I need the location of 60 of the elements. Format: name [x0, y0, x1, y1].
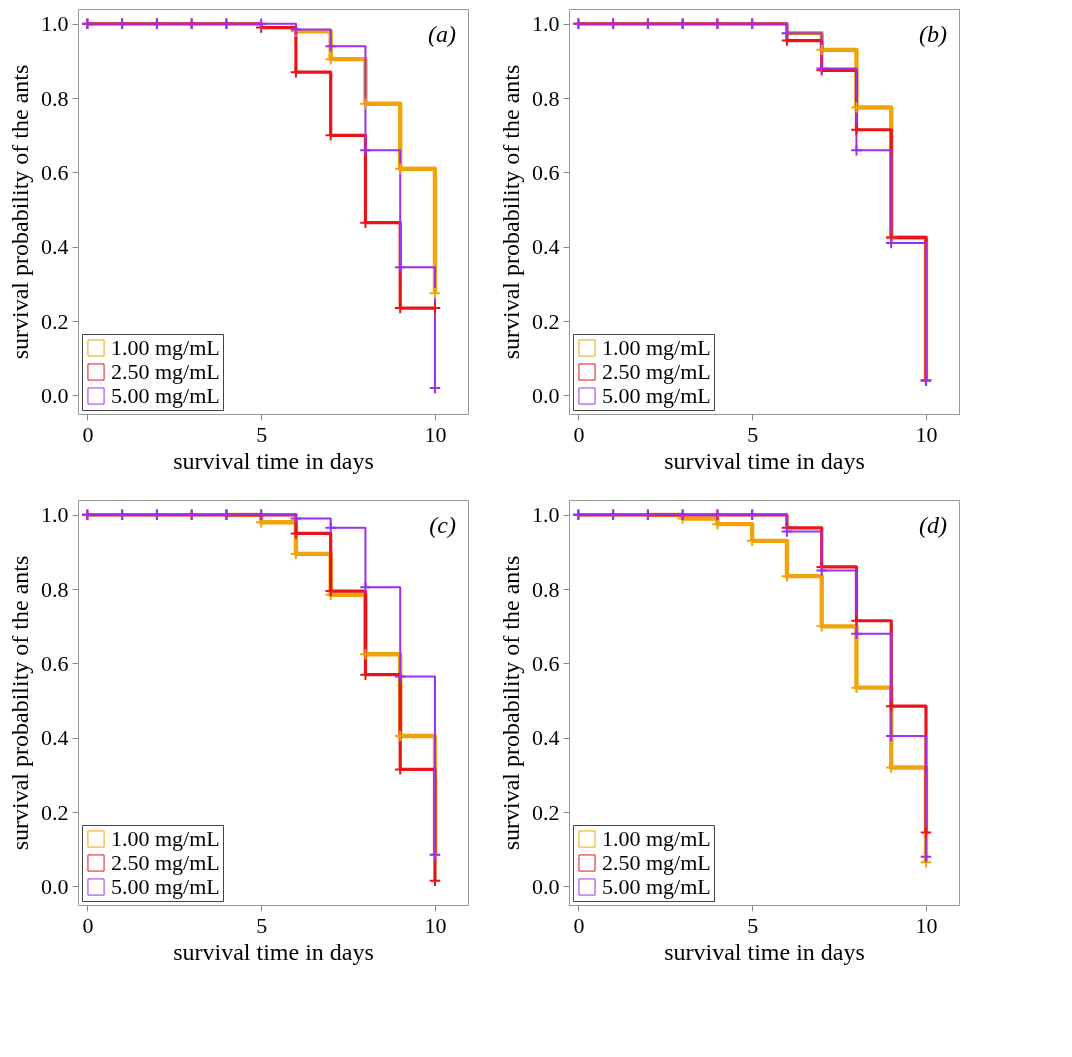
- legend-label: 5.00 mg/mL: [602, 383, 711, 408]
- y-tick-label: 0.0: [41, 382, 69, 408]
- y-tick-label: 0.0: [532, 873, 560, 899]
- y-tick-label: 0.6: [532, 650, 560, 676]
- y-tick-label: 0.2: [41, 799, 69, 825]
- y-tick-label: 0.4: [41, 234, 69, 260]
- annotation: (a): [428, 21, 457, 47]
- y-tick-label: 1.0: [41, 502, 69, 528]
- y-tick-label: 0.4: [532, 725, 560, 751]
- x-tick-label: 0: [82, 421, 94, 447]
- annotation: (c): [429, 512, 456, 538]
- y-axis-title: survival probability of the ants: [498, 555, 524, 851]
- x-tick-label: 5: [256, 912, 268, 938]
- y-tick-label: 0.8: [532, 85, 560, 111]
- legend-label: 2.50 mg/mL: [111, 850, 220, 875]
- legend-label: 1.00 mg/mL: [602, 335, 711, 360]
- legend-label: 5.00 mg/mL: [111, 383, 220, 408]
- y-tick-label: 0.0: [532, 382, 560, 408]
- y-tick-label: 0.4: [532, 234, 560, 260]
- x-tick-label: 5: [256, 421, 268, 447]
- x-axis-title: survival time in days: [664, 447, 865, 474]
- y-axis-title: survival probability of the ants: [7, 555, 33, 851]
- y-axis-title: survival probability of the ants: [7, 64, 33, 360]
- x-tick-label: 5: [747, 912, 759, 938]
- annotation: (b): [919, 21, 948, 47]
- y-axis-title: survival probability of the ants: [498, 64, 524, 360]
- legend-label: 1.00 mg/mL: [602, 826, 711, 851]
- legend-label: 1.00 mg/mL: [111, 826, 220, 851]
- x-axis-title: survival time in days: [664, 938, 865, 965]
- x-axis-title: survival time in days: [173, 938, 374, 965]
- y-tick-label: 1.0: [532, 11, 560, 37]
- y-tick-label: 1.0: [41, 11, 69, 37]
- legend-label: 1.00 mg/mL: [111, 335, 220, 360]
- x-tick-label: 0: [82, 912, 94, 938]
- x-tick-label: 0: [573, 912, 585, 938]
- y-tick-label: 0.2: [41, 308, 69, 334]
- x-tick-label: 10: [424, 421, 447, 447]
- annotation: (d): [919, 512, 948, 538]
- x-tick-label: 5: [747, 421, 759, 447]
- legend-label: 2.50 mg/mL: [602, 359, 711, 384]
- x-tick-label: 10: [424, 912, 447, 938]
- y-tick-label: 0.6: [532, 159, 560, 185]
- y-tick-label: 0.8: [41, 85, 69, 111]
- x-tick-label: 10: [915, 912, 938, 938]
- y-tick-label: 0.8: [41, 576, 69, 602]
- y-tick-label: 0.6: [41, 650, 69, 676]
- y-tick-label: 1.0: [532, 502, 560, 528]
- legend-label: 5.00 mg/mL: [602, 874, 711, 899]
- y-tick-label: 0.2: [532, 799, 560, 825]
- legend-label: 2.50 mg/mL: [111, 359, 220, 384]
- y-tick-label: 0.8: [532, 576, 560, 602]
- y-tick-label: 0.2: [532, 308, 560, 334]
- x-tick-label: 10: [915, 421, 938, 447]
- y-tick-label: 0.4: [41, 725, 69, 751]
- legend-label: 2.50 mg/mL: [602, 850, 711, 875]
- legend-label: 5.00 mg/mL: [111, 874, 220, 899]
- y-tick-label: 0.0: [41, 873, 69, 899]
- x-axis-title: survival time in days: [173, 447, 374, 474]
- y-tick-label: 0.6: [41, 159, 69, 185]
- x-tick-label: 0: [573, 421, 585, 447]
